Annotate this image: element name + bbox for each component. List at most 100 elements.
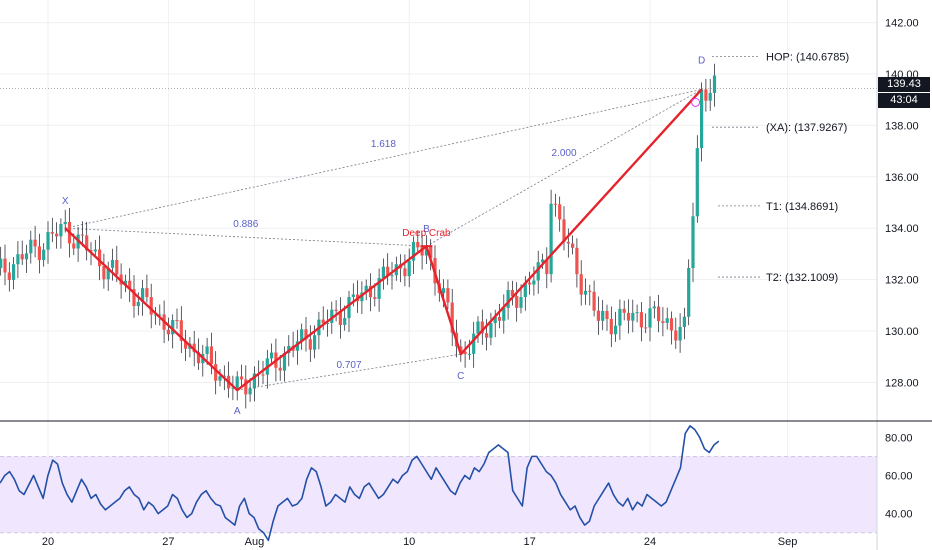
candle-body bbox=[695, 148, 699, 217]
rsi-band bbox=[0, 456, 877, 533]
candle-body bbox=[149, 297, 153, 315]
x-tick-label: 27 bbox=[162, 536, 174, 548]
candle-body bbox=[515, 295, 519, 308]
candle-body bbox=[63, 221, 67, 225]
pivot-label: X bbox=[62, 196, 69, 207]
candle-body bbox=[29, 239, 33, 254]
candle-body bbox=[89, 250, 93, 252]
candle-body bbox=[540, 259, 545, 263]
pattern-guides bbox=[65, 89, 702, 391]
candle-body bbox=[196, 352, 201, 364]
level-label: T1: (134.8691) bbox=[766, 201, 838, 213]
candle-body bbox=[153, 314, 158, 316]
candle-body bbox=[334, 309, 338, 312]
candle-body bbox=[571, 243, 575, 248]
candle-body bbox=[80, 234, 84, 236]
candle-body bbox=[7, 272, 11, 280]
candle-body bbox=[123, 280, 127, 285]
candle-body bbox=[373, 297, 377, 299]
candle-body bbox=[596, 310, 600, 321]
candle-body bbox=[85, 235, 89, 251]
x-tick-label: 24 bbox=[644, 536, 656, 548]
candle-body bbox=[661, 321, 665, 323]
candle-body bbox=[480, 321, 484, 334]
candle-body bbox=[510, 290, 514, 296]
candle-body bbox=[209, 346, 213, 365]
level-lines: HOP: (140.6785) (XA): (137.9267) T1: (134.… bbox=[0, 51, 877, 284]
candle-body bbox=[300, 329, 304, 342]
candle-body bbox=[42, 249, 46, 261]
ratio-guide bbox=[65, 89, 702, 229]
candle-body bbox=[545, 259, 549, 275]
candle-body bbox=[553, 203, 557, 205]
candle-body bbox=[618, 308, 622, 326]
candle-body bbox=[184, 340, 188, 349]
candle-body bbox=[72, 243, 76, 249]
candle-body bbox=[252, 373, 256, 389]
level-label: HOP: (140.6785) bbox=[766, 51, 849, 63]
candle-body bbox=[166, 329, 170, 335]
candle-body bbox=[106, 267, 110, 280]
candle-body bbox=[493, 317, 497, 324]
candle-body bbox=[16, 254, 20, 265]
candle-body bbox=[678, 326, 682, 341]
candle-body bbox=[20, 254, 24, 260]
countdown-tag: 43:04 bbox=[878, 93, 930, 108]
ratio-guide bbox=[237, 353, 461, 391]
harmonic-pattern: X A B C D Deep Crab 0.886 0.707 1.618 2.000 bbox=[62, 55, 705, 417]
ratio-guide bbox=[426, 89, 702, 247]
current-price-tag: 139.43 bbox=[878, 77, 930, 92]
rsi-tick-label: 60.00 bbox=[885, 470, 913, 482]
candle-body bbox=[93, 249, 97, 252]
level-label: (XA): (137.9267) bbox=[766, 122, 847, 134]
pivot-label: D bbox=[698, 55, 705, 66]
candle-body bbox=[566, 241, 570, 244]
pivot-label: C bbox=[457, 371, 464, 382]
y-tick-label: 128.00 bbox=[885, 377, 919, 389]
candle-body bbox=[674, 330, 678, 341]
y-tick-label: 134.00 bbox=[885, 223, 919, 235]
candle-body bbox=[631, 312, 635, 321]
candle-body bbox=[218, 376, 222, 381]
candle-body bbox=[158, 314, 162, 316]
candle-body bbox=[657, 306, 661, 322]
candle-body bbox=[712, 75, 717, 93]
candle-body bbox=[214, 364, 218, 381]
candle-body bbox=[411, 241, 416, 261]
candle-body bbox=[459, 346, 463, 352]
candle-body bbox=[691, 216, 695, 269]
candle-body bbox=[700, 89, 704, 149]
candle-body bbox=[682, 316, 686, 327]
level-label: T2: (132.1009) bbox=[766, 272, 838, 284]
candle-body bbox=[420, 247, 424, 256]
candle-body bbox=[368, 285, 373, 298]
candle-body bbox=[239, 376, 244, 380]
candle-body bbox=[489, 323, 493, 338]
candle-body bbox=[222, 375, 226, 377]
candle-body bbox=[506, 290, 510, 308]
y-tick-label: 132.00 bbox=[885, 275, 919, 287]
candle-body bbox=[235, 376, 239, 388]
candle-body bbox=[231, 387, 235, 389]
candle-body bbox=[549, 203, 553, 275]
candle-body bbox=[626, 312, 631, 321]
candle-body bbox=[639, 312, 643, 328]
ratio-guide bbox=[65, 227, 427, 247]
rsi-tick-label: 80.00 bbox=[885, 432, 913, 444]
candle-body bbox=[33, 239, 37, 247]
candle-body bbox=[360, 292, 364, 302]
candle-body bbox=[429, 245, 433, 259]
candle-body bbox=[605, 310, 609, 320]
candle-body bbox=[141, 288, 145, 302]
x-tick-label: Sep bbox=[778, 536, 798, 548]
candle-body bbox=[248, 388, 252, 395]
candle-body bbox=[579, 274, 583, 295]
y-tick-label: 130.00 bbox=[885, 326, 919, 338]
y-tick-label: 142.00 bbox=[885, 18, 919, 30]
candle-body bbox=[321, 319, 325, 324]
pivot-label: B bbox=[423, 224, 430, 235]
candle-body bbox=[532, 280, 536, 285]
rsi-tick-label: 40.00 bbox=[885, 509, 913, 521]
